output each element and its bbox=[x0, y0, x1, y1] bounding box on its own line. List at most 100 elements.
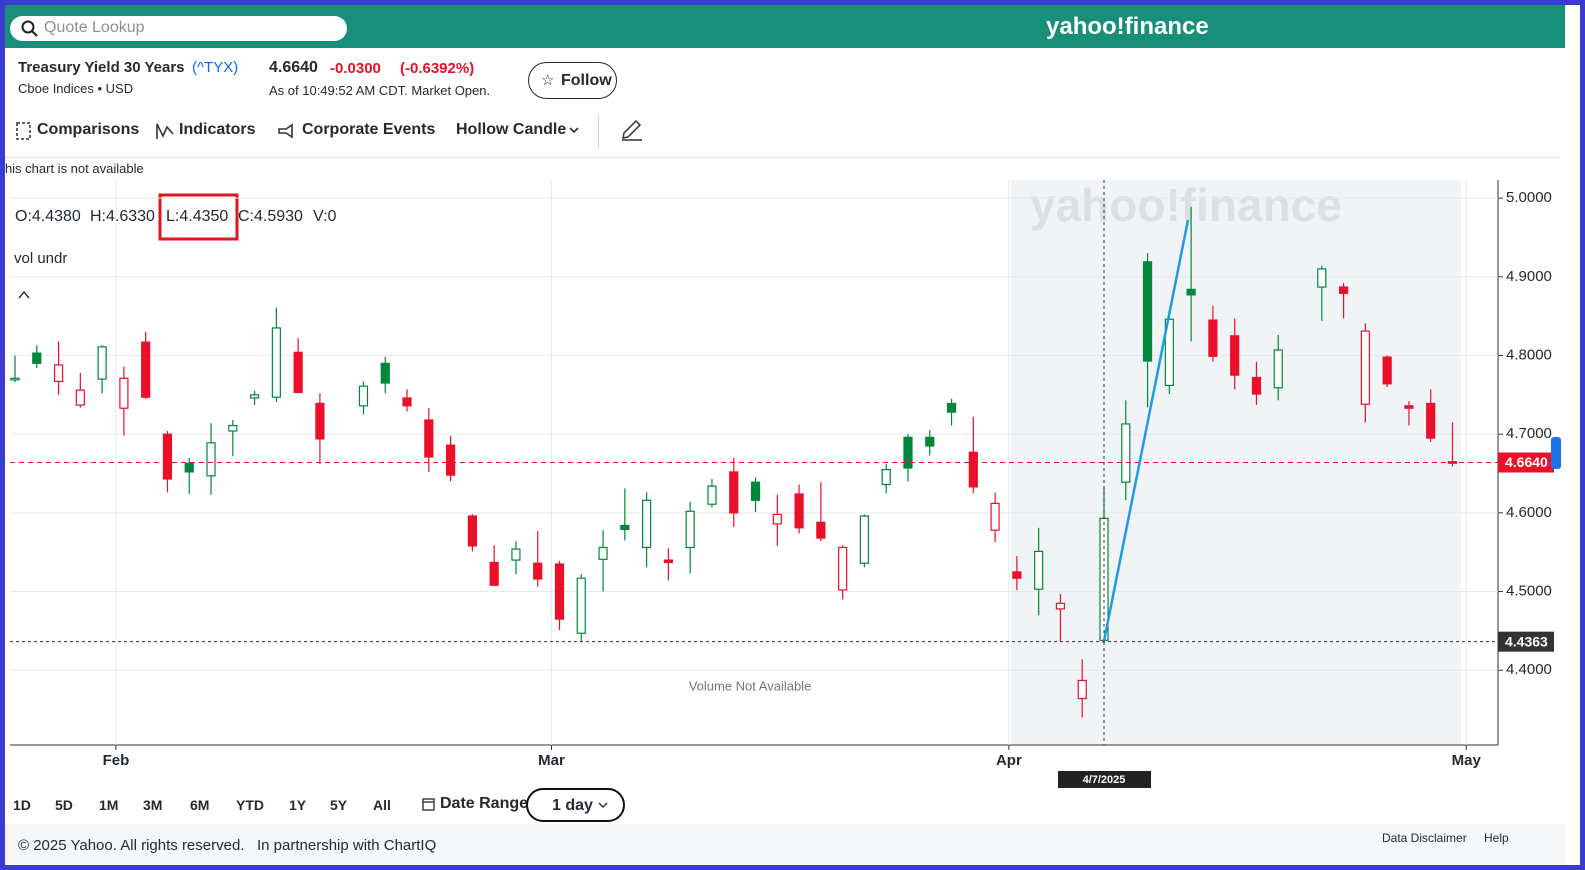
quote-change-percent: (-0.6392%) bbox=[400, 60, 475, 77]
crosshair-price-label: 4.4363 bbox=[1505, 633, 1548, 649]
quote-time: As of 10:49:52 AM CDT. Market Open. bbox=[269, 83, 491, 98]
candle-body bbox=[467, 515, 477, 547]
volume-note: Volume Not Available bbox=[689, 678, 812, 693]
y-tick-label: 4.5000 bbox=[1506, 583, 1552, 600]
candle-body bbox=[772, 513, 782, 525]
candle-body bbox=[1208, 319, 1218, 357]
candle-body bbox=[1273, 349, 1283, 389]
candle-body bbox=[903, 436, 913, 469]
follow-button[interactable]: ☆ Follow bbox=[528, 62, 617, 99]
side-tab[interactable] bbox=[1551, 437, 1561, 469]
draw-icon[interactable] bbox=[620, 119, 644, 141]
candle-body bbox=[1230, 335, 1240, 376]
candle-body bbox=[1055, 602, 1066, 610]
range-button[interactable]: 1Y bbox=[289, 797, 307, 813]
candle-body bbox=[119, 377, 129, 409]
ohlc-close: C:4.5930 bbox=[238, 208, 303, 225]
logo[interactable]: yahoo!finance bbox=[1046, 13, 1209, 40]
ohlc-open: O:4.4380 bbox=[15, 208, 81, 225]
candle-body bbox=[446, 444, 456, 476]
range-button[interactable]: 1M bbox=[99, 797, 119, 813]
range-button[interactable]: 5D bbox=[55, 797, 73, 813]
comparisons[interactable]: Comparisons bbox=[37, 121, 140, 138]
candle-body bbox=[53, 364, 64, 383]
candle-body bbox=[620, 524, 630, 530]
candle-body bbox=[249, 394, 260, 399]
candle-body bbox=[1034, 550, 1044, 590]
follow-label: Follow bbox=[561, 72, 612, 89]
candle-body bbox=[1317, 268, 1327, 288]
crosshair-date-box bbox=[1058, 771, 1151, 788]
range-button[interactable]: YTD bbox=[236, 797, 264, 813]
candle-body bbox=[271, 327, 281, 398]
follow-star: ☆ bbox=[541, 72, 555, 89]
search-icon bbox=[21, 20, 38, 37]
interval-label: 1 day bbox=[552, 797, 593, 814]
candle-body bbox=[184, 462, 194, 473]
crosshair-price-box bbox=[1498, 631, 1554, 652]
trend-line bbox=[1102, 219, 1190, 642]
events-icon bbox=[278, 123, 293, 139]
x-tick-label: Apr bbox=[996, 752, 1022, 769]
collapse-icon[interactable] bbox=[18, 290, 30, 299]
candle-body bbox=[838, 546, 848, 591]
comparisons-icon bbox=[16, 122, 31, 140]
x-tick-label: Mar bbox=[538, 752, 565, 769]
candle-body bbox=[75, 389, 85, 406]
calendar-icon bbox=[422, 798, 435, 811]
x-tick-label: Feb bbox=[103, 752, 130, 769]
copyright: © 2025 Yahoo. All rights reserved. bbox=[18, 837, 245, 854]
candle-body bbox=[1426, 402, 1436, 439]
candle-body bbox=[511, 548, 521, 561]
candle-body bbox=[685, 510, 695, 549]
search-box[interactable]: Quote Lookup bbox=[10, 16, 347, 41]
last-price-box bbox=[1498, 452, 1554, 473]
candle-body bbox=[1077, 679, 1087, 700]
ohlc-low: L:4.4350 bbox=[166, 208, 228, 225]
candle-body bbox=[141, 341, 151, 398]
candle-body bbox=[663, 559, 674, 564]
candle-body bbox=[533, 562, 543, 580]
candle-body bbox=[97, 346, 107, 380]
y-tick-label: 4.9000 bbox=[1506, 268, 1552, 285]
y-tick-label: 4.4000 bbox=[1506, 661, 1552, 678]
indicators[interactable]: Indicators bbox=[179, 121, 256, 138]
partner: In partnership with ChartIQ bbox=[257, 837, 437, 854]
range-button[interactable]: All bbox=[373, 797, 391, 813]
disclaimer[interactable]: Data Disclaimer bbox=[1382, 831, 1467, 845]
y-tick-label: 4.6000 bbox=[1506, 504, 1552, 521]
interval-button[interactable]: 1 day bbox=[526, 788, 625, 822]
last-price-label: 4.6640 bbox=[1505, 454, 1548, 470]
candle-body bbox=[859, 515, 870, 564]
range-button[interactable]: 6M bbox=[190, 797, 210, 813]
candle-body bbox=[816, 521, 826, 539]
candle-body bbox=[576, 577, 586, 634]
candle-body bbox=[1012, 571, 1022, 579]
candle-body bbox=[489, 561, 499, 586]
notice: This chart is not available bbox=[0, 161, 144, 176]
chart-type[interactable]: Hollow Candle bbox=[456, 121, 567, 138]
candle-body bbox=[707, 485, 717, 505]
range-button[interactable]: 1D bbox=[13, 797, 31, 813]
date-range[interactable]: Date Range bbox=[440, 795, 529, 812]
watermark: yahoo!finance bbox=[1030, 179, 1342, 231]
candle-body bbox=[402, 397, 412, 407]
range-button[interactable]: 3M bbox=[143, 797, 163, 813]
range-button[interactable]: 5Y bbox=[330, 797, 348, 813]
corporate-events[interactable]: Corporate Events bbox=[302, 121, 436, 138]
ohlc-high: H:4.6330 bbox=[90, 208, 155, 225]
candle-body bbox=[206, 442, 216, 477]
candle-body bbox=[729, 471, 739, 514]
candle-body bbox=[1121, 423, 1131, 483]
quote-symbol[interactable]: (^TYX) bbox=[192, 59, 239, 76]
candle-body bbox=[358, 385, 369, 407]
help[interactable]: Help bbox=[1484, 831, 1509, 845]
candle-body bbox=[750, 481, 761, 501]
quote-price: 4.6640 bbox=[269, 59, 318, 76]
candle-body bbox=[1186, 288, 1196, 296]
crosshair-date-label: 4/7/2025 bbox=[1083, 774, 1126, 786]
candle-body bbox=[424, 419, 434, 458]
candle-body bbox=[881, 468, 891, 486]
